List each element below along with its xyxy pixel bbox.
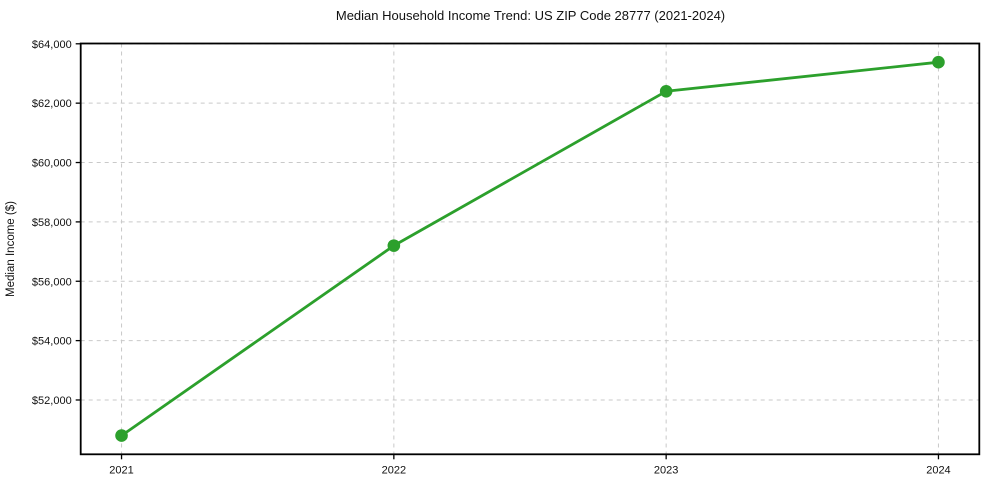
trend-line [120,60,940,438]
y-axis-label: Median Income ($) [5,201,17,297]
y-tick-label: $58,000 [32,217,72,229]
data-point-marker [115,429,128,442]
y-tick-label: $64,000 [32,39,72,51]
data-point-marker [387,239,401,252]
x-tick-label: 2023 [654,464,678,476]
y-tick-label: $60,000 [32,158,72,170]
x-tick-label: 2021 [109,464,133,476]
chart-title: Median Household Income Trend: US ZIP Co… [335,8,726,23]
axes-frame [79,42,981,456]
y-tick-label: $56,000 [32,276,72,288]
y-tick-label: $62,000 [32,98,72,110]
data-point-marker [659,84,673,98]
y-tick-label: $52,000 [32,395,72,407]
y-tick-label: $54,000 [32,336,72,348]
data-point-marker [932,55,945,69]
x-tick-label: 2024 [926,464,950,476]
x-tick-label: 2022 [382,464,406,476]
